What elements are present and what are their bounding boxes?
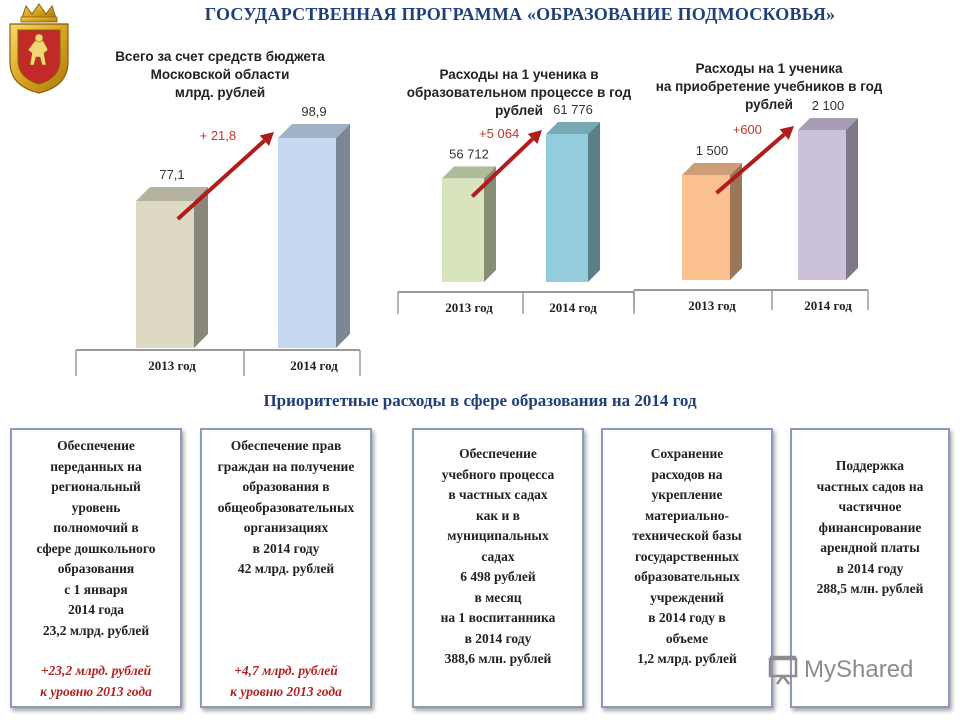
priority-card-material-base: Сохранение расходов на укрепление матери… — [601, 428, 773, 708]
chart-title: Всего за счет средств бюджета Московской… — [115, 49, 325, 100]
watermark: MyShared — [768, 655, 913, 685]
priority-card-general-education: Обеспечение прав граждан на получение об… — [200, 428, 372, 708]
chart-per-student-education: Расходы на 1 ученика в образовательном п… — [397, 66, 640, 326]
card-text: Обеспечение учебного процесса в частных … — [440, 446, 556, 666]
presentation-screen-icon — [768, 655, 798, 685]
increase-arrow-head — [259, 132, 274, 146]
priority-card-private-kindergartens: Обеспечение учебного процесса в частных … — [412, 428, 584, 708]
bar-front — [546, 134, 588, 282]
card-text: Обеспечение переданных на региональный у… — [36, 438, 156, 638]
bar-top — [442, 166, 496, 179]
chart-plot: 77,1 2013 год 98,9 2014 год + 21,8 — [75, 104, 361, 376]
increase-arrow-line — [470, 137, 534, 198]
increase-label: +600 — [733, 122, 762, 137]
value-label: 1 500 — [696, 143, 729, 158]
bar-top — [682, 163, 742, 175]
increase-label: + 21,8 — [200, 128, 237, 143]
priority-card-rent-support: Поддержка частных садов на частичное фин… — [790, 428, 950, 708]
chart-plot: 56 712 2013 год 61 776 2014 год +5 064 — [397, 102, 635, 315]
value-label: 2 100 — [812, 98, 845, 113]
bar-front — [442, 178, 484, 282]
card-text: Сохранение расходов на укрепление матери… — [632, 446, 742, 666]
category-label: 2013 год — [445, 300, 493, 315]
increase-arrow-line — [176, 139, 266, 221]
value-label: 56 712 — [449, 146, 489, 161]
increase-arrow-line — [715, 132, 786, 195]
bar-1 — [546, 122, 600, 282]
coat-of-arms-icon — [9, 3, 69, 94]
bar-side — [194, 187, 208, 348]
chart-title: Расходы на 1 ученика на приобретение уче… — [655, 61, 883, 112]
increase-arrow-head — [527, 130, 542, 145]
watermark-text: MyShared — [804, 656, 914, 683]
bar-front — [682, 175, 730, 280]
category-label: 2014 год — [549, 300, 597, 315]
bar-0 — [136, 187, 208, 348]
bar-front — [798, 130, 846, 280]
bar-0 — [682, 163, 742, 280]
bar-front — [278, 138, 336, 348]
bar-side — [484, 166, 496, 282]
category-label: 2014 год — [290, 358, 338, 373]
card-text: Поддержка частных садов на частичное фин… — [816, 458, 924, 596]
chart-total-budget: Всего за счет средств бюджета Московской… — [70, 48, 370, 388]
chart-plot: 1 500 2013 год 2 100 2014 год +600 — [633, 98, 869, 313]
chart-title: Расходы на 1 ученика в образовательном п… — [406, 67, 632, 118]
bar-top — [136, 187, 208, 201]
value-label: 61 776 — [553, 102, 593, 117]
category-label: 2014 год — [804, 298, 852, 313]
bar-side — [336, 124, 350, 348]
priority-card-preschool: Обеспечение переданных на региональный у… — [10, 428, 182, 708]
category-label: 2013 год — [688, 298, 736, 313]
increase-label: +5 064 — [479, 126, 519, 141]
bar-side — [588, 122, 600, 282]
card-text: Обеспечение прав граждан на получение об… — [217, 438, 355, 576]
priorities-title: Приоритетные расходы в сфере образования… — [263, 391, 697, 410]
bar-0 — [442, 166, 496, 282]
bar-side — [730, 163, 742, 280]
category-label: 2013 год — [148, 358, 196, 373]
bar-side — [846, 118, 858, 280]
bar-top — [546, 122, 600, 134]
card-delta: +23,2 млрд. рублей к уровню 2013 года — [40, 663, 152, 699]
bar-1 — [798, 118, 858, 280]
bar-1 — [278, 124, 350, 348]
card-delta: +4,7 млрд. рублей к уровню 2013 года — [230, 663, 342, 699]
increase-arrow-head — [779, 126, 794, 140]
bar-top — [278, 124, 350, 138]
bar-top — [798, 118, 858, 130]
chart-per-student-textbooks: Расходы на 1 ученика на приобретение уче… — [630, 60, 882, 324]
bar-front — [136, 201, 194, 348]
value-label: 98,9 — [301, 104, 326, 119]
slide-title: ГОСУДАРСТВЕННАЯ ПРОГРАММА «ОБРАЗОВАНИЕ П… — [204, 4, 836, 24]
value-label: 77,1 — [159, 167, 184, 182]
